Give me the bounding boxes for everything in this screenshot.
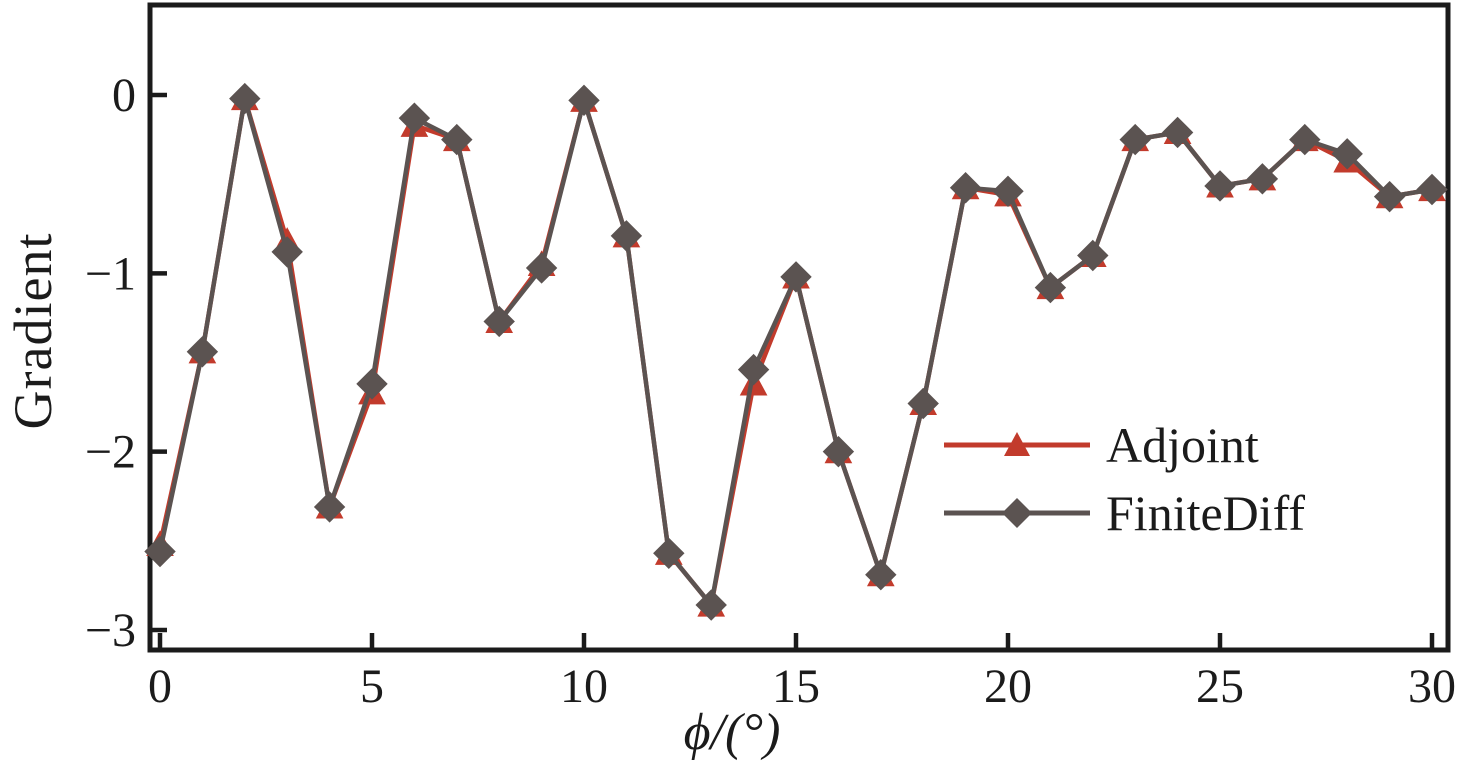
- finitediff-marker: [822, 435, 855, 468]
- x-tick-label: 0: [148, 660, 172, 713]
- legend-item-adjoint: Adjoint: [942, 415, 1305, 475]
- finitediff-marker: [1204, 170, 1236, 202]
- y-tick-label: −3: [85, 604, 136, 657]
- finitediff-marker: [1161, 116, 1194, 149]
- finitediff-marker: [483, 305, 515, 338]
- x-tick-label: 5: [360, 660, 384, 713]
- finitediff-marker: [144, 535, 176, 568]
- legend-label-finitediff: FiniteDiff: [1106, 485, 1306, 541]
- finitediff-marker: [1119, 123, 1151, 156]
- finitediff-marker: [441, 123, 473, 156]
- finitediff-marker: [949, 172, 982, 204]
- finitediff-marker: [610, 220, 643, 252]
- x-tick-label: 30: [1408, 660, 1456, 713]
- finitediff-marker: [1034, 271, 1067, 304]
- legend-item-finitediff: FiniteDiff: [942, 483, 1305, 543]
- finitediff-marker: [568, 84, 600, 117]
- finitediff-marker: [271, 236, 303, 268]
- legend-marker-glyph: [1002, 498, 1032, 528]
- x-tick-label: 20: [984, 660, 1032, 713]
- finitediff-marker: [695, 589, 727, 621]
- y-tick-label: −1: [85, 247, 136, 300]
- x-tick-label: 15: [772, 660, 820, 713]
- legend-marker-glyph: [1004, 432, 1030, 457]
- finitediff-marker: [186, 336, 219, 368]
- finitediff-marker: [356, 368, 388, 400]
- finitediff-line-diamond-icon: [944, 498, 1090, 528]
- adjoint-line-triangle-icon: [944, 432, 1090, 457]
- finitediff-marker: [1331, 138, 1363, 170]
- legend-label-adjoint: Adjoint: [1106, 417, 1259, 473]
- finitediff-marker: [525, 252, 558, 284]
- y-axis-label: Gradient: [3, 232, 63, 430]
- finitediff-marker: [907, 387, 939, 420]
- finitediff-marker: [313, 491, 346, 523]
- finitediff-marker: [737, 353, 770, 386]
- y-tick-label: −2: [85, 426, 136, 479]
- finitediff-marker: [398, 102, 431, 134]
- finitediff-marker: [780, 261, 812, 293]
- x-axis-label: ϕ/(°): [683, 704, 781, 761]
- finitediff-marker: [1289, 123, 1321, 156]
- finitediff-marker: [229, 82, 261, 115]
- x-tick-label: 25: [1196, 660, 1244, 713]
- legend: Adjoint FiniteDiff: [942, 415, 1305, 543]
- finitediff-marker: [865, 559, 897, 591]
- finitediff-marker: [992, 175, 1024, 208]
- axis-frame: [147, 2, 1451, 653]
- finitediff-marker: [1373, 180, 1406, 213]
- x-tick-label: 10: [560, 660, 608, 713]
- y-tick-label: 0: [112, 69, 136, 122]
- finitediff-marker: [653, 537, 685, 570]
- finitediff-marker: [1246, 163, 1279, 195]
- finitediff-marker: [1416, 173, 1448, 206]
- finitediff-marker: [1077, 239, 1109, 272]
